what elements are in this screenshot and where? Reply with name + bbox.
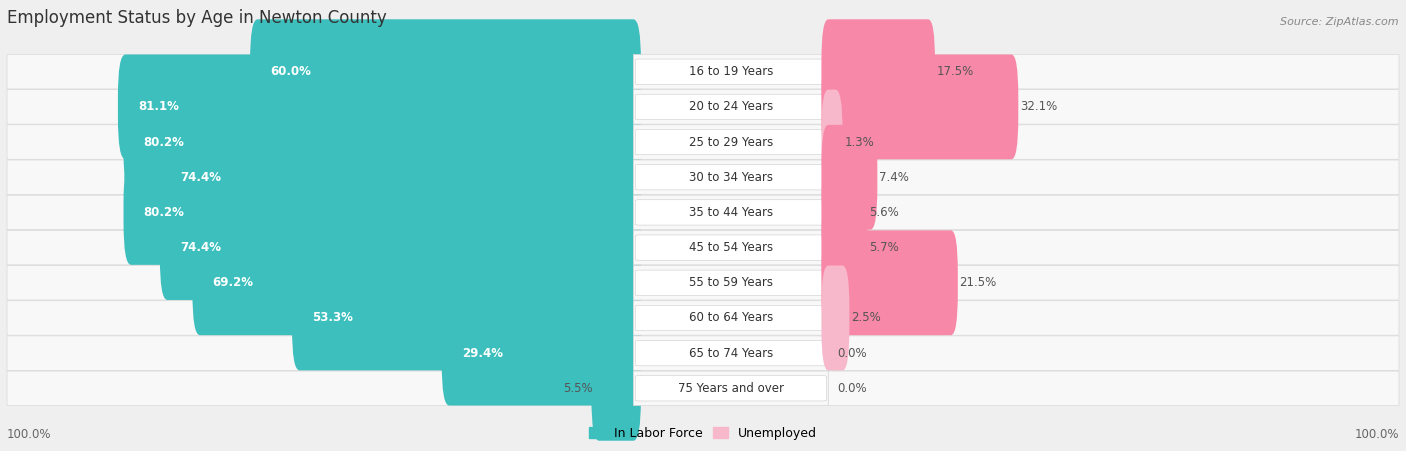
FancyBboxPatch shape	[7, 336, 633, 370]
FancyBboxPatch shape	[7, 266, 633, 300]
Text: 2.5%: 2.5%	[851, 312, 880, 324]
FancyBboxPatch shape	[160, 125, 641, 230]
FancyBboxPatch shape	[633, 195, 828, 230]
Text: 29.4%: 29.4%	[461, 347, 503, 359]
Text: 0.0%: 0.0%	[837, 347, 866, 359]
FancyBboxPatch shape	[7, 301, 633, 335]
FancyBboxPatch shape	[193, 230, 641, 335]
Text: 74.4%: 74.4%	[180, 241, 221, 254]
Text: 60 to 64 Years: 60 to 64 Years	[689, 312, 773, 324]
FancyBboxPatch shape	[124, 160, 641, 265]
FancyBboxPatch shape	[633, 301, 828, 335]
FancyBboxPatch shape	[160, 195, 641, 300]
FancyBboxPatch shape	[592, 336, 641, 441]
Text: Source: ZipAtlas.com: Source: ZipAtlas.com	[1281, 17, 1399, 27]
Text: 16 to 19 Years: 16 to 19 Years	[689, 65, 773, 78]
Text: 5.5%: 5.5%	[562, 382, 593, 395]
FancyBboxPatch shape	[7, 55, 633, 89]
Text: 30 to 34 Years: 30 to 34 Years	[689, 171, 773, 184]
FancyBboxPatch shape	[821, 230, 957, 335]
FancyBboxPatch shape	[636, 129, 827, 155]
FancyBboxPatch shape	[821, 266, 849, 370]
Text: 5.6%: 5.6%	[869, 206, 898, 219]
Text: 17.5%: 17.5%	[936, 65, 974, 78]
FancyBboxPatch shape	[7, 125, 633, 159]
FancyBboxPatch shape	[821, 55, 1018, 159]
Text: 80.2%: 80.2%	[143, 136, 184, 148]
FancyBboxPatch shape	[828, 195, 1399, 230]
Text: 20 to 24 Years: 20 to 24 Years	[689, 101, 773, 113]
Text: Employment Status by Age in Newton County: Employment Status by Age in Newton Count…	[7, 9, 387, 27]
Text: 74.4%: 74.4%	[180, 171, 221, 184]
FancyBboxPatch shape	[633, 55, 828, 89]
Text: 75 Years and over: 75 Years and over	[678, 382, 783, 395]
FancyBboxPatch shape	[250, 19, 641, 124]
FancyBboxPatch shape	[633, 266, 828, 300]
FancyBboxPatch shape	[7, 371, 633, 405]
FancyBboxPatch shape	[633, 336, 828, 370]
FancyBboxPatch shape	[633, 160, 828, 194]
FancyBboxPatch shape	[821, 195, 868, 300]
FancyBboxPatch shape	[633, 125, 828, 159]
FancyBboxPatch shape	[828, 371, 1399, 405]
Text: 60.0%: 60.0%	[270, 65, 311, 78]
FancyBboxPatch shape	[828, 160, 1399, 194]
FancyBboxPatch shape	[636, 59, 827, 84]
Text: 32.1%: 32.1%	[1019, 101, 1057, 113]
FancyBboxPatch shape	[821, 90, 842, 194]
Text: 21.5%: 21.5%	[959, 276, 997, 289]
Text: 35 to 44 Years: 35 to 44 Years	[689, 206, 773, 219]
Text: 53.3%: 53.3%	[312, 312, 353, 324]
FancyBboxPatch shape	[828, 230, 1399, 265]
FancyBboxPatch shape	[828, 90, 1399, 124]
FancyBboxPatch shape	[636, 341, 827, 366]
FancyBboxPatch shape	[636, 94, 827, 120]
FancyBboxPatch shape	[633, 230, 828, 265]
Text: 80.2%: 80.2%	[143, 206, 184, 219]
FancyBboxPatch shape	[828, 55, 1399, 89]
FancyBboxPatch shape	[636, 165, 827, 190]
FancyBboxPatch shape	[7, 230, 633, 265]
Text: 100.0%: 100.0%	[7, 428, 52, 442]
Text: 69.2%: 69.2%	[212, 276, 253, 289]
FancyBboxPatch shape	[633, 371, 828, 405]
FancyBboxPatch shape	[821, 160, 868, 265]
Text: 1.3%: 1.3%	[844, 136, 875, 148]
FancyBboxPatch shape	[292, 266, 641, 370]
FancyBboxPatch shape	[118, 55, 641, 159]
Text: 7.4%: 7.4%	[879, 171, 908, 184]
FancyBboxPatch shape	[124, 90, 641, 194]
FancyBboxPatch shape	[828, 266, 1399, 300]
FancyBboxPatch shape	[636, 200, 827, 225]
Text: 25 to 29 Years: 25 to 29 Years	[689, 136, 773, 148]
FancyBboxPatch shape	[636, 305, 827, 331]
FancyBboxPatch shape	[821, 125, 877, 230]
Text: 45 to 54 Years: 45 to 54 Years	[689, 241, 773, 254]
Text: 5.7%: 5.7%	[869, 241, 898, 254]
FancyBboxPatch shape	[821, 19, 935, 124]
FancyBboxPatch shape	[7, 195, 633, 230]
Text: 81.1%: 81.1%	[138, 101, 179, 113]
Text: 100.0%: 100.0%	[1354, 428, 1399, 442]
Text: 0.0%: 0.0%	[837, 382, 866, 395]
FancyBboxPatch shape	[7, 90, 633, 124]
FancyBboxPatch shape	[7, 160, 633, 194]
FancyBboxPatch shape	[636, 376, 827, 401]
FancyBboxPatch shape	[441, 301, 641, 405]
Text: 55 to 59 Years: 55 to 59 Years	[689, 276, 773, 289]
FancyBboxPatch shape	[636, 270, 827, 295]
FancyBboxPatch shape	[828, 301, 1399, 335]
FancyBboxPatch shape	[636, 235, 827, 260]
Text: 65 to 74 Years: 65 to 74 Years	[689, 347, 773, 359]
Legend: In Labor Force, Unemployed: In Labor Force, Unemployed	[583, 422, 823, 445]
FancyBboxPatch shape	[828, 336, 1399, 370]
FancyBboxPatch shape	[828, 125, 1399, 159]
FancyBboxPatch shape	[633, 90, 828, 124]
